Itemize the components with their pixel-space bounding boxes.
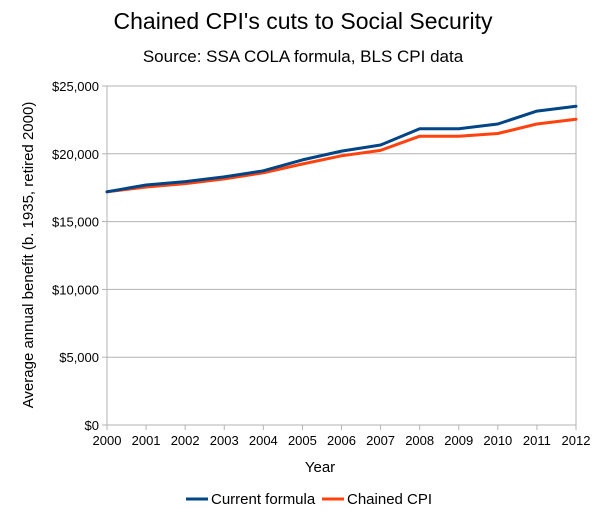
plot-area-border: [106, 85, 577, 426]
x-tick-label: 2011: [523, 433, 551, 448]
x-axis-label: Year: [305, 459, 335, 476]
x-tick-label: 2004: [249, 433, 278, 448]
x-tick-label: 2012: [562, 433, 591, 448]
x-tick-label: 2002: [171, 433, 200, 448]
y-tick-label: $0: [85, 418, 99, 433]
x-tick-label: 2001: [132, 433, 161, 448]
series-current-formula-line: [105, 104, 578, 194]
y-tick-label: $20,000: [52, 147, 99, 162]
legend-label-chained-cpi: Chained CPI: [347, 491, 432, 508]
legend-label-current-formula: Current formula: [211, 491, 316, 508]
y-tick-label: $5,000: [59, 350, 99, 365]
x-tick-label: 2010: [483, 433, 512, 448]
legend: Current formula Chained CPI: [186, 491, 432, 508]
series-lines: [105, 104, 578, 194]
y-tick-label: $25,000: [52, 79, 99, 94]
gridlines: [102, 85, 577, 430]
x-tick-label: 2006: [327, 433, 356, 448]
y-axis-label: Average annual benefit (b. 1935, retired…: [20, 102, 37, 409]
x-tick-label: 2007: [366, 433, 395, 448]
y-tick-label: $10,000: [52, 282, 99, 297]
chart-title: Chained CPI's cuts to Social Security: [114, 8, 493, 34]
x-tick-label: 2003: [210, 433, 239, 448]
y-tick-label: $15,000: [52, 215, 99, 230]
y-tick-labels: $0 $5,000 $10,000 $15,000 $20,000 $25,000: [52, 79, 99, 433]
x-tick-label: 2008: [405, 433, 434, 448]
x-tick-label: 2005: [288, 433, 317, 448]
x-tick-label: 2000: [93, 433, 122, 448]
chart-subtitle: Source: SSA COLA formula, BLS CPI data: [143, 47, 464, 66]
x-tick-label: 2009: [444, 433, 473, 448]
x-tick-labels: 2000 2001 2002 2003 2004 2005 2006 2007 2008 2009…: [93, 433, 591, 448]
series-chained-cpi-line: [105, 117, 578, 194]
